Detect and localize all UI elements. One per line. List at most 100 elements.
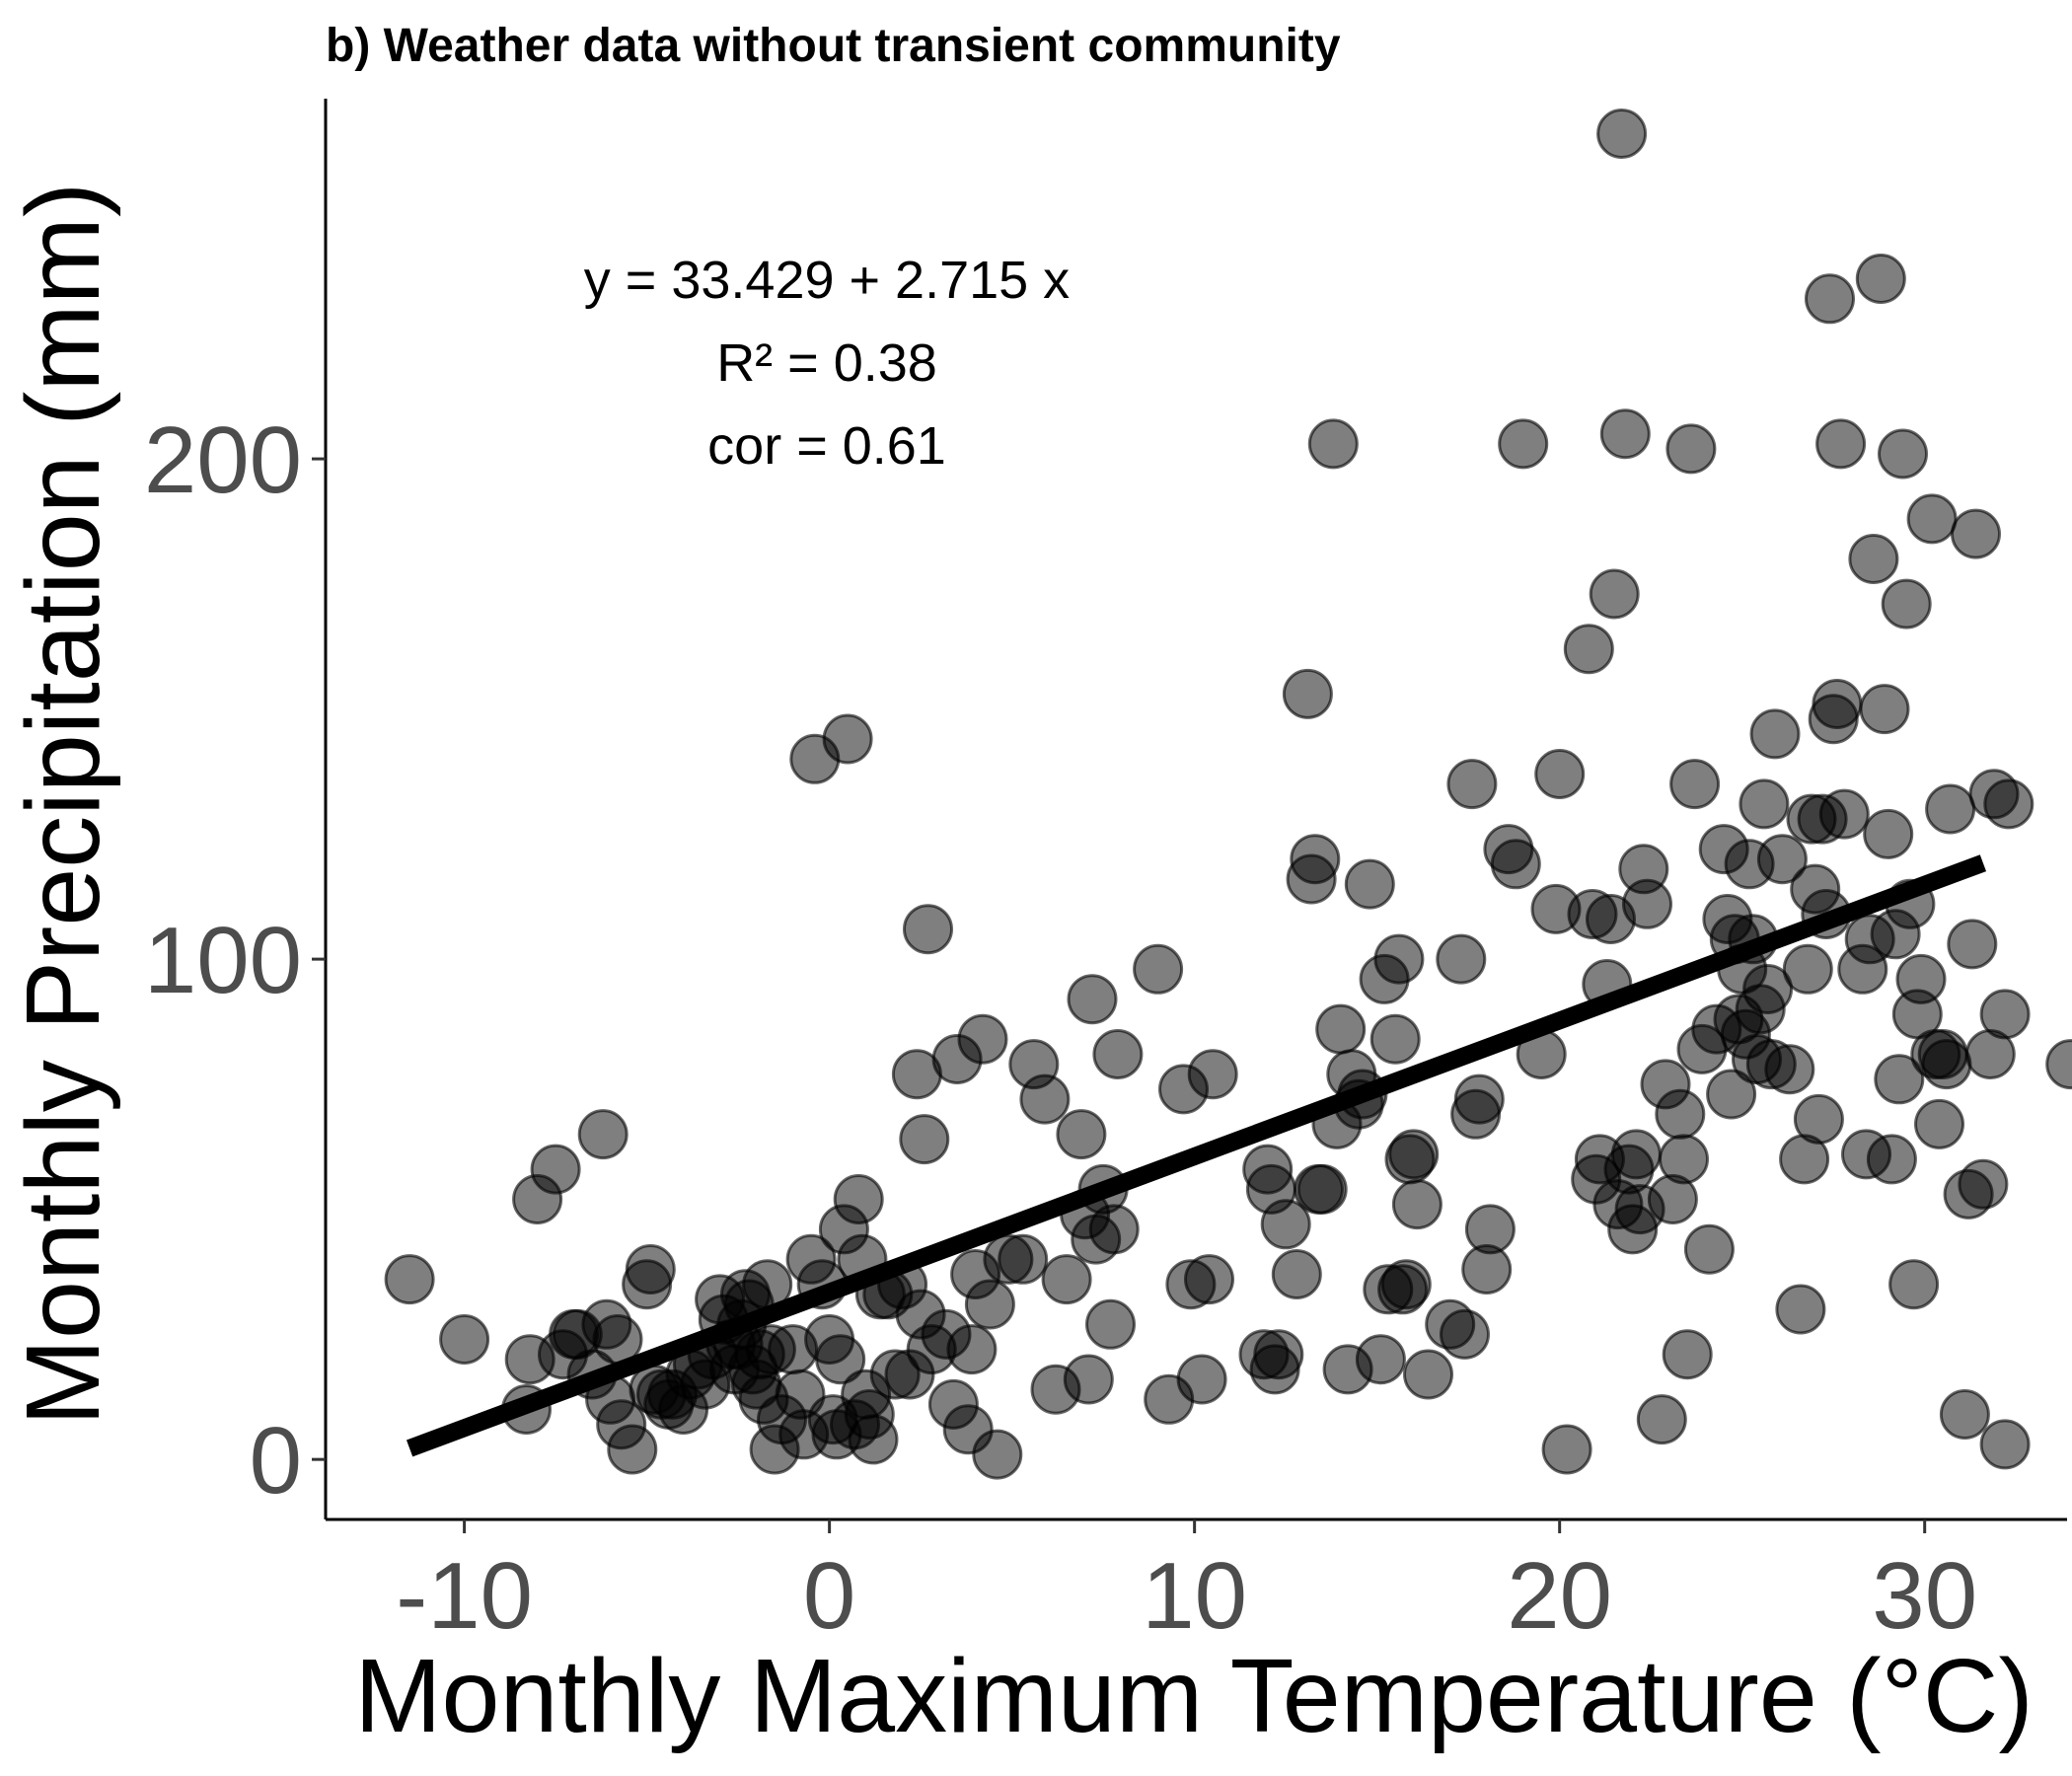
data-point (1085, 1298, 1136, 1350)
data-point (1260, 1199, 1311, 1250)
x-axis-title: Monthly Maximum Temperature (°C) (354, 1638, 2034, 1754)
data-point (1403, 1349, 1453, 1400)
data-point (1895, 953, 1947, 1004)
data-point (946, 1324, 998, 1375)
data-point (1805, 273, 1855, 325)
data-point (833, 1174, 884, 1224)
data-point (1315, 1003, 1367, 1055)
data-point (1848, 534, 1899, 584)
x-tick-label: 20 (1507, 1543, 1612, 1649)
annotation-line: R² = 0.38 (716, 333, 937, 393)
data-point (1739, 778, 1790, 830)
data-point (899, 1114, 950, 1165)
data-point (1344, 858, 1395, 910)
data-point (1599, 408, 1651, 460)
data-point (1655, 1088, 1706, 1140)
data-point (1665, 423, 1717, 475)
data-point (530, 1144, 581, 1195)
data-point (848, 1414, 899, 1465)
data-point (1874, 1054, 1925, 1105)
data-point (1498, 418, 1549, 470)
data-point (1534, 749, 1586, 799)
data-point (1878, 428, 1928, 480)
data-point (1958, 1158, 2009, 1210)
data-point (1921, 1039, 1972, 1090)
data-point (1888, 1259, 1940, 1310)
data-point (1662, 1329, 1713, 1380)
data-point (1596, 109, 1648, 159)
data-point (1881, 578, 1932, 629)
x-tick-label: 10 (1142, 1543, 1247, 1649)
data-point (1914, 1098, 1964, 1149)
x-tick-label: 30 (1872, 1543, 1977, 1649)
data-point (1815, 418, 1867, 470)
data-point (1391, 1179, 1443, 1230)
data-points (384, 109, 2072, 1480)
data-point (1092, 1029, 1144, 1079)
data-point (1906, 493, 1958, 545)
data-point (1563, 624, 1614, 675)
data-point (1290, 834, 1341, 885)
x-tick-label: -10 (396, 1543, 533, 1649)
data-point (1706, 1069, 1757, 1120)
data-point (964, 1279, 1015, 1330)
data-point (1446, 759, 1498, 810)
y-tick-label: 0 (250, 1408, 302, 1514)
data-point (607, 1424, 658, 1475)
data-point (1019, 1073, 1071, 1125)
regression-line (406, 854, 1987, 1457)
data-point (1041, 1254, 1092, 1305)
data-point (972, 1429, 1023, 1480)
data-point (1133, 943, 1184, 995)
data-point (998, 1233, 1049, 1285)
data-point (1793, 1093, 1844, 1145)
data-point (1610, 1129, 1662, 1180)
data-point (1369, 1013, 1421, 1065)
data-point (822, 713, 873, 765)
data-point (1866, 1134, 1917, 1185)
data-point (1187, 1049, 1238, 1100)
data-point (1636, 1394, 1687, 1445)
data-point (1742, 964, 1794, 1014)
y-axis-ticks: 0 100 200 (144, 407, 326, 1514)
data-point (1855, 254, 1906, 304)
data-point (1490, 839, 1541, 890)
data-point (439, 1314, 490, 1365)
data-point (1184, 1254, 1234, 1305)
data-point (1067, 974, 1118, 1025)
data-point (1812, 679, 1863, 729)
data-point (1253, 1329, 1304, 1380)
data-point (1453, 1073, 1505, 1125)
data-point (1925, 783, 1976, 835)
data-point (1749, 708, 1801, 760)
data-point (903, 904, 953, 955)
data-point (815, 1334, 866, 1385)
y-tick-label: 100 (144, 908, 302, 1013)
data-point (1775, 1284, 1826, 1335)
data-point (577, 1109, 629, 1160)
data-point (1659, 1134, 1709, 1185)
data-point (1271, 1249, 1322, 1299)
x-tick-label: 0 (803, 1543, 855, 1649)
data-point (1464, 1204, 1516, 1255)
data-point (1939, 1389, 1990, 1440)
y-tick-label: 200 (144, 407, 302, 513)
annotation-line: y = 33.429 + 2.715 x (584, 251, 1070, 310)
data-point (1589, 568, 1640, 620)
data-point (1782, 943, 1833, 995)
data-point (1622, 878, 1672, 929)
regression-annotation: y = 33.429 + 2.715 x R² = 0.38 cor = 0.61 (584, 251, 1070, 476)
data-point (625, 1244, 676, 1295)
data-point (1863, 808, 1914, 859)
data-point (1436, 933, 1487, 985)
data-point (1983, 778, 2035, 830)
data-point (1669, 759, 1721, 810)
data-point (1979, 1419, 2031, 1470)
chart-title: b) Weather data without transient commun… (326, 20, 1341, 72)
data-point (1979, 989, 2031, 1040)
data-point (1859, 684, 1910, 735)
data-point (2045, 1039, 2072, 1090)
data-point (1440, 1308, 1490, 1360)
x-axis-ticks: -10 0 10 20 30 (396, 1519, 1977, 1649)
